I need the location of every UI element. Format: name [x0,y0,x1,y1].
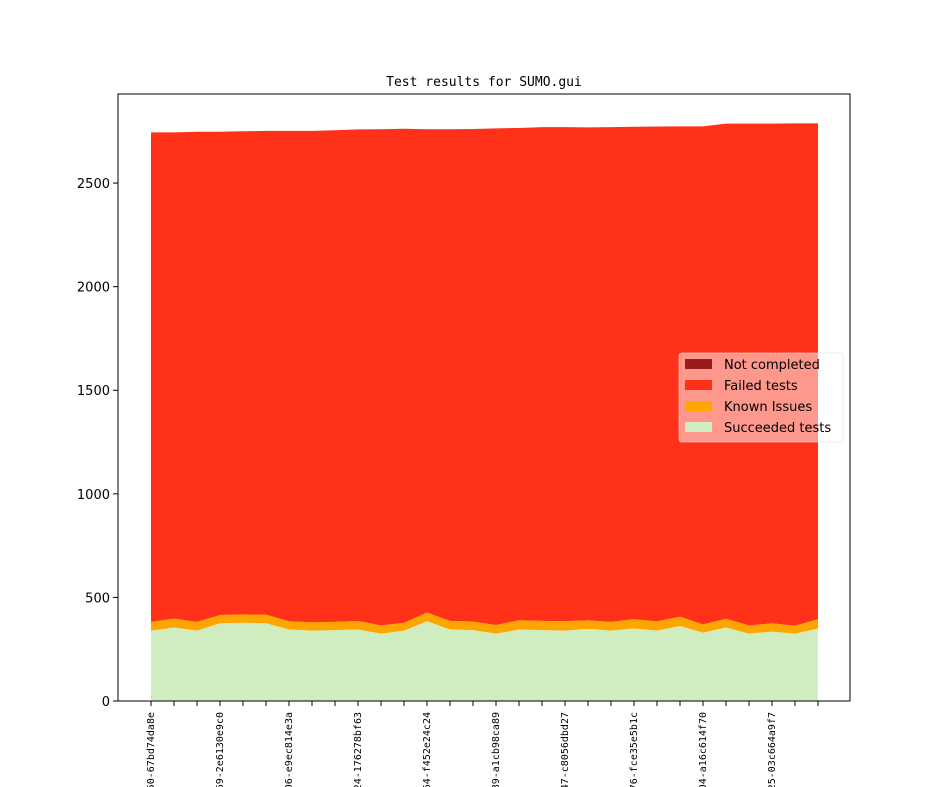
y-tick-label: 1000 [77,488,110,503]
x-tick-label: 89-a1cb98ca89 [491,712,502,787]
x-tick-label: 04-a16c614f70 [698,712,709,787]
legend-label: Known Issues [724,400,812,415]
legend-label: Failed tests [724,379,798,394]
legend-swatch [685,401,712,411]
chart-title: Test results for SUMO.gui [386,75,582,90]
y-tick-label: 2000 [77,281,110,296]
legend-box [678,352,844,443]
legend-label: Succeeded tests [724,421,831,436]
x-tick-label: 64-f452e24c24 [422,712,433,787]
y-tick-label: 0 [102,695,110,710]
x-tick-label: 69-2e6130e9c0 [215,712,226,787]
x-tick-label: 25-03c664a9f7 [767,712,778,787]
area-known-issues [151,612,818,634]
x-axis: 50-67bd74da8e 69-2e6130e9c0 06-e9ec814e3a 2… [146,701,819,787]
area-layers [151,123,818,701]
x-tick-label: 24-176278bf63 [353,712,364,787]
x-tick-label: 06-e9ec814e3a [284,712,295,787]
y-tick-label: 500 [85,591,110,606]
y-tick-label: 2500 [77,177,110,192]
area-failed-tests [151,123,818,626]
y-axis: 0 500 1000 1500 2000 2500 [77,177,118,710]
x-tick-label: 50-67bd74da8e [146,712,157,787]
plot-frame [117,93,851,702]
x-tick-label: 76-fce35e5b1c [629,712,640,787]
legend-label: Not completed [724,358,820,373]
area-succeeded-tests [151,621,818,701]
legend-swatch [685,380,712,390]
legend-swatch [685,359,712,369]
x-tick-label: 47-c8056dbd27 [560,712,571,787]
legend: Not completed Failed tests Known Issues Suc… [678,352,844,443]
legend-swatch [685,422,712,432]
y-tick-label: 1500 [77,384,110,399]
